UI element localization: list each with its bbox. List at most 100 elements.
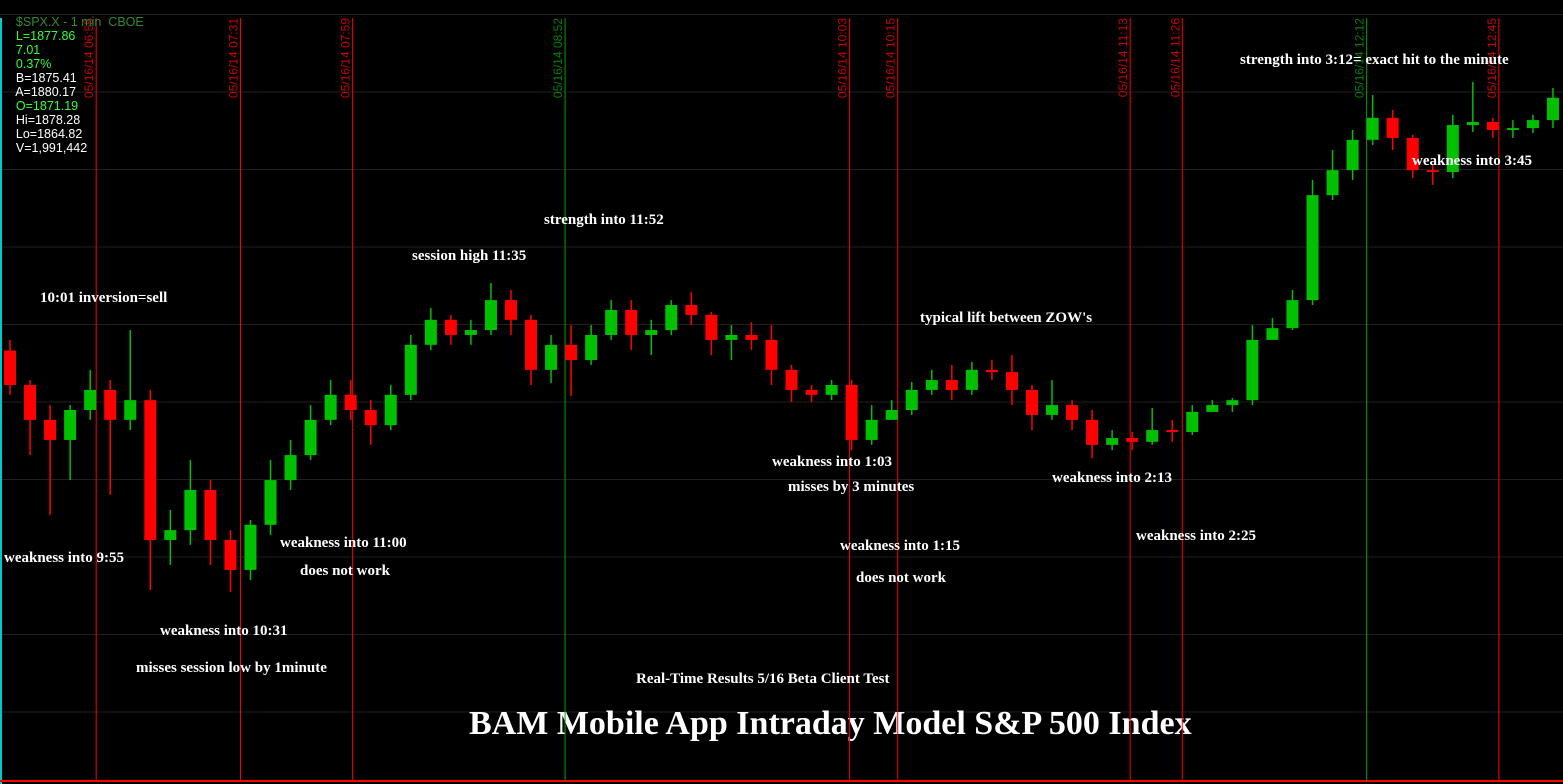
candle-body xyxy=(665,305,678,331)
candle-body xyxy=(805,389,818,395)
annotation: weakness into 3:45 xyxy=(1412,153,1532,169)
annotation: weakness into 2:13 xyxy=(1052,470,1172,486)
candle-body xyxy=(1306,195,1319,301)
candle-body xyxy=(104,389,117,420)
candle-body xyxy=(504,300,517,320)
candle-body xyxy=(725,334,738,340)
time-marker-label: 05/16/14 07:59 xyxy=(339,18,353,98)
candle-body xyxy=(44,419,57,440)
candle-body xyxy=(264,480,277,525)
candle-body xyxy=(1466,122,1479,126)
candle-body xyxy=(765,339,778,370)
candle-body xyxy=(945,380,958,390)
candle-body xyxy=(4,350,17,385)
annotation: weakness into 2:25 xyxy=(1136,528,1256,544)
candle-body xyxy=(885,409,898,420)
candle-body xyxy=(1446,125,1459,173)
candle-body xyxy=(364,409,377,426)
candle-body xyxy=(404,344,417,395)
candle-body xyxy=(384,394,397,426)
candle-body xyxy=(1146,430,1159,442)
candle-body xyxy=(1366,117,1379,140)
annotation: strength into 11:52 xyxy=(544,212,664,228)
candle-body xyxy=(685,305,698,315)
candle-body xyxy=(905,389,918,410)
candle-body xyxy=(985,369,998,373)
candle-body xyxy=(1186,411,1199,432)
symbol: $SPX.X - 1 min CBOE xyxy=(15,15,144,29)
annotation: weakness into 9:55 xyxy=(4,550,124,566)
change: 7.01 xyxy=(15,43,41,57)
time-marker-label: 05/16/14 10:03 xyxy=(836,18,850,98)
time-marker-label: 05/16/14 07:31 xyxy=(226,18,240,98)
high: Hi=1878.28 xyxy=(15,113,81,127)
quote-bar: $SPX.X - 1 min CBOE L=1877.86 7.01 0.37%… xyxy=(2,1,146,169)
candle-body xyxy=(605,309,618,335)
candle-body xyxy=(1106,438,1119,445)
candle-body xyxy=(1046,405,1059,415)
annotation: misses by 3 minutes xyxy=(788,479,914,495)
candle-body xyxy=(785,369,798,390)
open: O=1871.19 xyxy=(15,99,79,113)
volume: V=1,991,442 xyxy=(15,141,88,155)
candle-body xyxy=(64,409,77,440)
annotation: typical lift between ZOW's xyxy=(920,310,1092,326)
candle-body xyxy=(525,319,538,370)
candle-body xyxy=(1166,430,1179,432)
candle-body xyxy=(24,384,37,420)
candle-body xyxy=(424,319,437,345)
annotation: Real-Time Results 5/16 Beta Client Test xyxy=(636,671,889,687)
candle-body xyxy=(645,330,658,335)
candle-body xyxy=(284,455,297,481)
candle-body xyxy=(705,314,718,340)
annotation: strength into 3:12= exact hit to the min… xyxy=(1240,52,1509,68)
candle-body xyxy=(1486,122,1499,130)
candle-body xyxy=(1066,405,1079,420)
candle-body xyxy=(124,400,137,420)
candle-body xyxy=(1506,128,1519,130)
candle-body xyxy=(184,489,197,531)
candle-body xyxy=(1386,117,1399,138)
annotation: weakness into 11:00 xyxy=(280,535,407,551)
annotation: session high 11:35 xyxy=(412,248,526,264)
candle-body xyxy=(845,384,858,440)
candle-body xyxy=(1266,328,1279,340)
annotation: weakness into 1:03 xyxy=(772,454,892,470)
ask: A=1880.17 xyxy=(15,85,77,99)
candle-body xyxy=(545,344,558,370)
candle-body xyxy=(1025,389,1038,415)
candle-body xyxy=(484,300,497,331)
candle-body xyxy=(625,309,638,335)
candle-body xyxy=(324,394,337,420)
candle-body xyxy=(1426,170,1439,173)
bid: B=1875.41 xyxy=(15,71,77,85)
candle-body xyxy=(865,419,878,440)
candle-body xyxy=(1346,139,1359,171)
last: L=1877.86 xyxy=(15,29,76,43)
candle-body xyxy=(1086,419,1099,445)
candle-body xyxy=(244,524,257,570)
candle-body xyxy=(745,334,758,340)
candle-body xyxy=(344,394,357,410)
chart-title: BAM Mobile App Intraday Model S&P 500 In… xyxy=(469,705,1192,742)
candle-body xyxy=(464,330,477,335)
candle-body xyxy=(565,344,578,360)
candle-body xyxy=(444,319,457,335)
time-marker-label: 05/16/14 12:45 xyxy=(1485,18,1499,98)
time-marker-label: 05/16/14 06:55 xyxy=(82,18,96,98)
candle-body xyxy=(965,369,978,390)
time-marker-label: 05/16/14 10:15 xyxy=(884,18,898,98)
candle-body xyxy=(224,539,237,570)
time-marker-label: 05/16/14 12:12 xyxy=(1353,18,1367,98)
candle-body xyxy=(825,384,838,395)
candle-body xyxy=(1326,170,1339,196)
time-marker-label: 05/16/14 11:13 xyxy=(1116,18,1130,98)
candle-body xyxy=(164,530,177,540)
time-marker-label: 05/16/14 11:26 xyxy=(1168,18,1182,98)
candle-body xyxy=(1126,438,1139,442)
candle-body xyxy=(1005,372,1018,390)
low: Lo=1864.82 xyxy=(15,127,83,141)
time-marker-label: 05/16/14 08:52 xyxy=(551,18,565,98)
